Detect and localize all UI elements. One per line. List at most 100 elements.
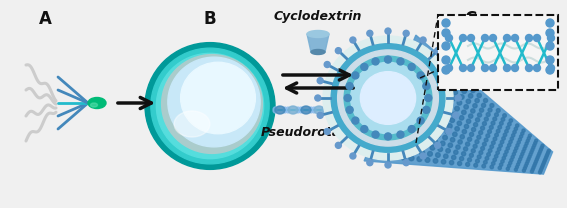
Ellipse shape [311, 50, 325, 54]
Circle shape [473, 123, 477, 127]
Circle shape [437, 88, 442, 93]
Circle shape [455, 106, 459, 111]
Circle shape [413, 42, 419, 48]
Circle shape [521, 132, 524, 135]
Circle shape [443, 115, 447, 119]
Ellipse shape [309, 107, 313, 113]
Circle shape [520, 155, 523, 158]
Circle shape [514, 150, 517, 153]
Circle shape [480, 108, 484, 112]
Circle shape [379, 126, 384, 132]
Circle shape [486, 153, 490, 156]
Circle shape [541, 164, 544, 167]
Circle shape [397, 131, 404, 138]
Circle shape [477, 135, 481, 139]
Circle shape [433, 118, 438, 123]
Circle shape [489, 125, 493, 129]
Circle shape [411, 109, 416, 115]
Circle shape [522, 150, 525, 153]
Circle shape [493, 158, 497, 162]
Ellipse shape [283, 107, 287, 113]
Circle shape [510, 158, 513, 162]
Circle shape [473, 144, 477, 148]
Circle shape [389, 101, 395, 107]
Circle shape [385, 162, 391, 168]
Circle shape [511, 35, 518, 42]
Circle shape [511, 134, 515, 137]
Ellipse shape [286, 107, 290, 113]
Circle shape [466, 99, 471, 104]
Circle shape [446, 35, 452, 42]
Circle shape [468, 137, 472, 141]
Circle shape [453, 90, 458, 95]
Circle shape [502, 156, 505, 160]
Circle shape [484, 117, 488, 121]
Circle shape [500, 140, 504, 144]
Circle shape [524, 145, 527, 148]
Circle shape [515, 124, 519, 127]
Circle shape [503, 35, 510, 42]
Circle shape [433, 77, 438, 82]
Circle shape [386, 128, 392, 134]
Circle shape [400, 114, 406, 120]
Ellipse shape [338, 107, 342, 113]
Circle shape [515, 147, 518, 150]
Circle shape [501, 118, 505, 121]
Circle shape [505, 150, 508, 153]
Circle shape [468, 158, 472, 162]
Circle shape [484, 98, 488, 103]
Circle shape [543, 159, 546, 162]
Ellipse shape [331, 44, 445, 152]
Circle shape [417, 72, 424, 79]
Circle shape [455, 127, 459, 131]
Circle shape [531, 168, 534, 171]
Circle shape [448, 103, 452, 107]
Circle shape [386, 109, 391, 115]
Circle shape [408, 63, 415, 70]
Circle shape [442, 74, 447, 80]
Circle shape [451, 155, 456, 160]
Circle shape [404, 148, 409, 153]
Circle shape [407, 141, 412, 146]
Text: C: C [464, 10, 476, 28]
Circle shape [392, 154, 398, 159]
Circle shape [489, 64, 497, 72]
Circle shape [471, 88, 475, 93]
Circle shape [409, 134, 414, 139]
Circle shape [471, 109, 475, 113]
Circle shape [442, 19, 450, 27]
Circle shape [543, 161, 545, 164]
Circle shape [403, 67, 409, 73]
Circle shape [406, 79, 412, 85]
Circle shape [420, 68, 425, 73]
Circle shape [324, 129, 330, 135]
Circle shape [422, 144, 427, 149]
Circle shape [528, 155, 531, 158]
Circle shape [460, 135, 464, 139]
Circle shape [468, 35, 475, 42]
Circle shape [535, 160, 538, 163]
Circle shape [507, 164, 511, 167]
Circle shape [492, 141, 495, 145]
Circle shape [547, 151, 549, 154]
Circle shape [443, 154, 448, 158]
Circle shape [420, 47, 425, 53]
Circle shape [452, 112, 457, 117]
Circle shape [315, 95, 321, 101]
Ellipse shape [361, 72, 416, 124]
Circle shape [446, 64, 452, 72]
Circle shape [481, 35, 489, 42]
Circle shape [514, 127, 518, 130]
Ellipse shape [327, 106, 337, 114]
Circle shape [459, 64, 467, 72]
Circle shape [526, 64, 532, 72]
Circle shape [430, 84, 435, 89]
Circle shape [535, 158, 538, 161]
Circle shape [450, 137, 455, 142]
Circle shape [404, 106, 409, 112]
Circle shape [412, 149, 417, 154]
Ellipse shape [344, 56, 432, 140]
Circle shape [492, 162, 495, 165]
Circle shape [525, 162, 528, 165]
Circle shape [514, 168, 517, 171]
